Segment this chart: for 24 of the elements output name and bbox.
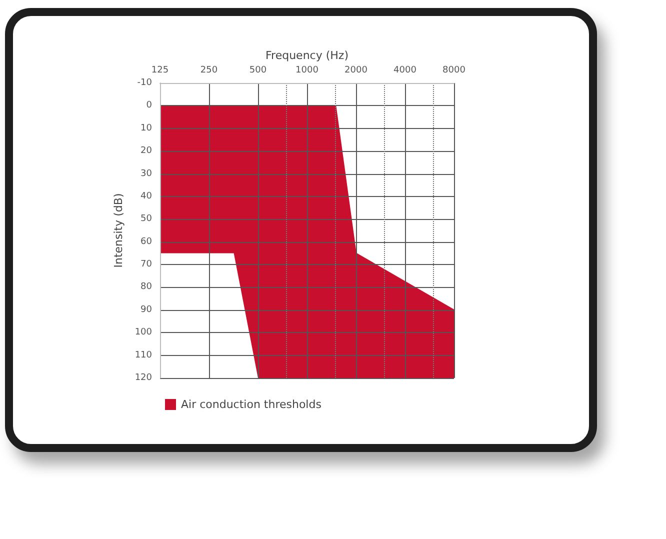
x-tick-label: 500 <box>249 66 267 76</box>
y-tick-label: 50 <box>140 214 152 224</box>
x-tick-label: 4000 <box>394 66 417 76</box>
legend-label: Air conduction thresholds <box>181 398 322 411</box>
x-tick-label: 1000 <box>296 66 319 76</box>
y-tick-label: 20 <box>140 146 152 156</box>
y-tick-label: 10 <box>140 123 152 134</box>
x-tick-label: 8000 <box>442 66 466 76</box>
x-tick-label: 125 <box>151 66 169 76</box>
x-tick-label: 250 <box>200 66 218 76</box>
y-tick-label: 40 <box>140 191 152 202</box>
y-tick-label: 0 <box>146 100 152 111</box>
y-axis-title: Intensity (dB) <box>112 193 125 268</box>
x-axis-title: Frequency (Hz) <box>266 49 348 62</box>
y-tick-label: 110 <box>134 350 152 360</box>
y-tick-label: -10 <box>137 78 152 88</box>
x-tick-label: 2000 <box>344 66 368 76</box>
y-tick-label: 70 <box>140 260 152 270</box>
y-tick-label: 120 <box>134 373 152 383</box>
y-tick-label: 80 <box>140 282 152 292</box>
y-tick-label: 60 <box>140 236 152 247</box>
y-tick-label: 90 <box>140 304 152 315</box>
y-tick-label: 30 <box>140 168 152 179</box>
y-tick-label: 100 <box>134 328 152 338</box>
